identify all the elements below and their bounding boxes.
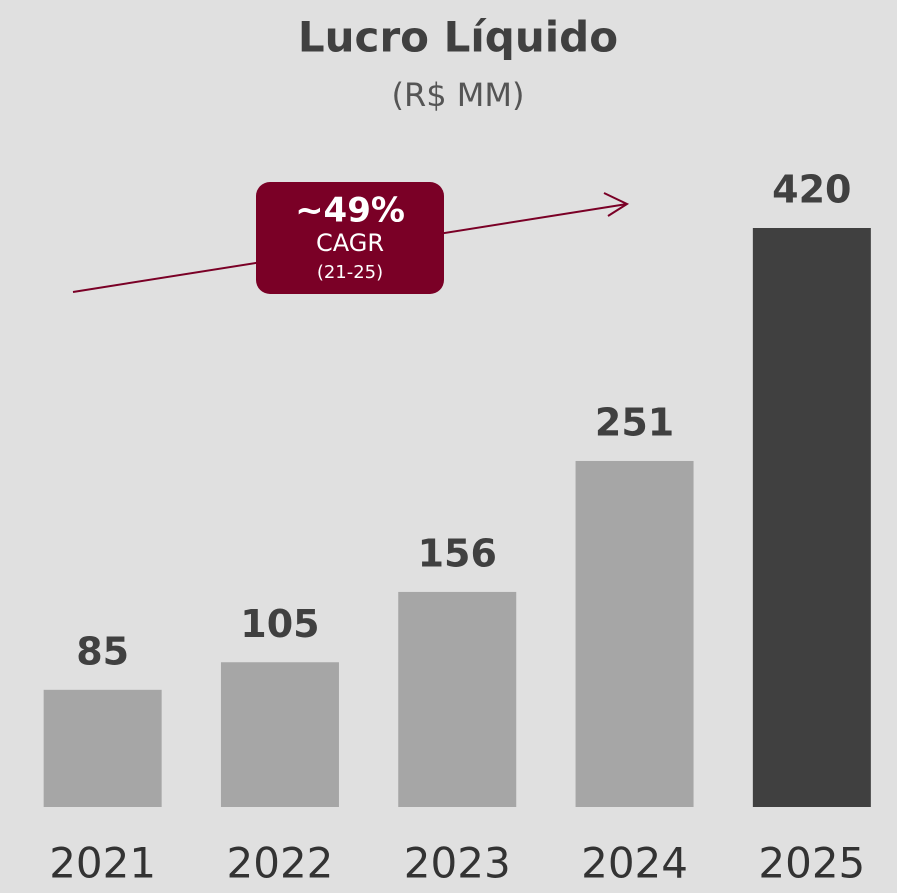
x-tick-label: 2021: [49, 839, 156, 888]
chart-subtitle: (R$ MM): [392, 76, 525, 114]
cagr-period: (21-25): [317, 262, 383, 283]
cagr-value: ~49%: [295, 191, 405, 231]
x-tick-label: 2022: [227, 839, 334, 888]
value-label: 156: [418, 531, 497, 575]
value-label: 85: [76, 629, 129, 673]
cagr-annotation: ~49% CAGR (21-25): [72, 182, 630, 294]
bar: [220, 662, 339, 807]
x-tick-label: 2025: [758, 839, 865, 888]
bar: [398, 591, 517, 807]
x-tick-label: 2024: [581, 839, 688, 888]
cagr-label: CAGR: [316, 229, 384, 257]
value-label: 251: [595, 400, 674, 444]
chart-title: Lucro Líquido: [298, 13, 618, 62]
value-label: 105: [240, 602, 319, 646]
x-tick-label: 2023: [404, 839, 511, 888]
cagr-arrowhead: [603, 192, 630, 217]
value-label: 420: [772, 168, 851, 212]
bar: [752, 228, 871, 807]
cagr-box: [256, 182, 444, 294]
bar: [43, 689, 162, 807]
bar: [575, 460, 694, 807]
